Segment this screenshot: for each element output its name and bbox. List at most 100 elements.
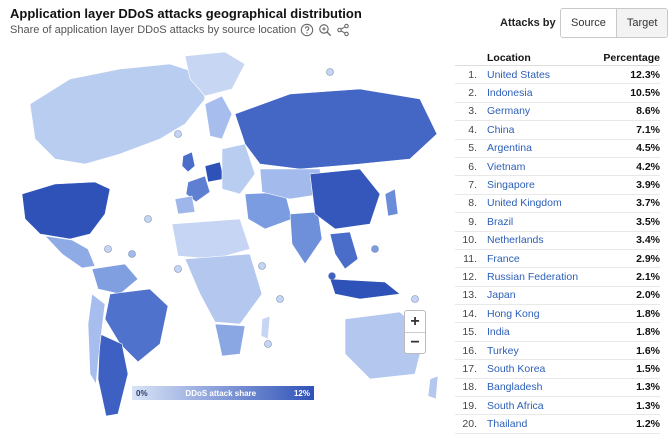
rank-cell: 3. — [468, 105, 477, 118]
territory-marker — [371, 245, 379, 253]
table-row[interactable]: 15. India 1.8% — [455, 323, 660, 342]
location-link[interactable]: India — [487, 326, 510, 339]
table-row[interactable]: 8. United Kingdom 3.7% — [455, 195, 660, 214]
table-row[interactable]: 12. Russian Federation 2.1% — [455, 268, 660, 287]
table-row[interactable]: 1. United States 12.3% — [455, 66, 660, 85]
rank-cell: 18. — [462, 381, 477, 394]
page-title: Application layer DDoS attacks geographi… — [10, 6, 362, 21]
table-row[interactable]: 3. Germany 8.6% — [455, 103, 660, 122]
location-link[interactable]: Brazil — [487, 215, 514, 228]
table-row[interactable]: 19. South Africa 1.3% — [455, 397, 660, 416]
table-body: 1. United States 12.3% 2. Indonesia 10.5% 3. Ge… — [455, 66, 660, 434]
table-row[interactable]: 14. Hong Kong 1.8% — [455, 305, 660, 324]
percentage-cell: 1.2% — [636, 418, 660, 431]
location-link[interactable]: South Africa — [487, 399, 544, 412]
location-link[interactable]: Argentina — [487, 142, 532, 155]
territory-marker — [128, 250, 136, 258]
location-link[interactable]: Thailand — [487, 418, 528, 431]
location-link[interactable]: Hong Kong — [487, 307, 540, 320]
table-row[interactable]: 5. Argentina 4.5% — [455, 140, 660, 158]
percentage-cell: 1.3% — [636, 399, 660, 412]
table-header: Location Percentage — [455, 50, 660, 66]
region-japan-korea — [384, 188, 399, 217]
table-row[interactable]: 6. Vietnam 4.2% — [455, 158, 660, 177]
territory-marker — [326, 68, 334, 76]
table-row[interactable]: 17. South Korea 1.5% — [455, 360, 660, 379]
legend-max-label: 12% — [293, 388, 310, 398]
location-link[interactable]: China — [487, 123, 515, 136]
zoom-out-button[interactable]: − — [405, 332, 425, 353]
table-row[interactable]: 11. France 2.9% — [455, 250, 660, 269]
zoom-in-button[interactable]: + — [410, 312, 420, 330]
rank-cell: 13. — [462, 289, 477, 302]
source-button[interactable]: Source — [561, 9, 616, 37]
color-legend: 0% DDoS attack share 12% — [132, 386, 314, 400]
source-target-toggle: Source Target — [560, 8, 668, 38]
percentage-cell: 8.6% — [636, 105, 660, 118]
location-link[interactable]: South Korea — [487, 362, 546, 375]
percentage-cell: 4.2% — [636, 160, 660, 173]
table-row[interactable]: 10. Netherlands 3.4% — [455, 232, 660, 250]
location-link[interactable]: Indonesia — [487, 87, 533, 100]
region-china — [309, 168, 381, 230]
table-row[interactable]: 2. Indonesia 10.5% — [455, 84, 660, 103]
location-link[interactable]: Vietnam — [487, 160, 526, 173]
location-link[interactable]: Germany — [487, 105, 531, 118]
location-link[interactable]: Singapore — [487, 179, 535, 192]
region-greenland — [184, 51, 246, 97]
location-link[interactable]: Russian Federation — [487, 270, 579, 283]
territory-marker — [328, 272, 336, 280]
table-row[interactable]: 9. Brazil 3.5% — [455, 213, 660, 232]
region-russia — [234, 88, 438, 170]
zoom-control: + − — [404, 310, 426, 354]
region-central-africa — [184, 253, 263, 325]
location-link[interactable]: United Kingdom — [487, 197, 562, 210]
percentage-cell: 12.3% — [630, 68, 660, 81]
region-uk — [181, 151, 196, 173]
region-germany-nl — [204, 161, 225, 183]
percentage-cell: 3.4% — [636, 234, 660, 247]
table-row[interactable]: 13. Japan 2.0% — [455, 287, 660, 306]
region-scandinavia — [204, 95, 233, 140]
percentage-cell: 3.9% — [636, 179, 660, 192]
target-button[interactable]: Target — [615, 9, 668, 37]
location-link[interactable]: United States — [487, 68, 551, 81]
help-circle-icon[interactable] — [300, 23, 314, 37]
location-link[interactable]: Bangladesh — [487, 381, 543, 394]
share-icon[interactable] — [336, 23, 350, 37]
magnifier-icon[interactable] — [318, 23, 332, 37]
table-row[interactable]: 4. China 7.1% — [455, 121, 660, 140]
table-row[interactable]: 20. Thailand 1.2% — [455, 415, 660, 434]
page-subtitle: Share of application layer DDoS attacks … — [10, 24, 297, 36]
world-map-svg — [21, 51, 439, 417]
percentage-cell: 1.8% — [636, 307, 660, 320]
table-row[interactable]: 16. Turkey 1.6% — [455, 342, 660, 361]
region-alaska-canada — [29, 63, 206, 165]
territory-marker — [174, 265, 182, 273]
world-map[interactable] — [0, 44, 445, 444]
percentage-cell: 1.6% — [636, 344, 660, 357]
rank-cell: 1. — [468, 68, 477, 81]
percentage-header: Percentage — [603, 51, 660, 64]
legend-title: DDoS attack share — [185, 388, 257, 398]
rank-cell: 20. — [462, 418, 477, 431]
territory-marker — [258, 262, 266, 270]
location-link[interactable]: Turkey — [487, 344, 519, 357]
table-row[interactable]: 18. Bangladesh 1.3% — [455, 379, 660, 398]
location-link[interactable]: Netherlands — [487, 234, 544, 247]
rank-cell: 8. — [468, 197, 477, 210]
subtitle-row: Share of application layer DDoS attacks … — [10, 23, 350, 37]
region-se-asia — [329, 231, 359, 270]
location-link[interactable]: France — [487, 252, 520, 265]
table-row[interactable]: 7. Singapore 3.9% — [455, 176, 660, 195]
region-chile-peru — [87, 293, 106, 385]
territory-marker — [104, 245, 112, 253]
rank-cell: 6. — [468, 160, 477, 173]
rank-cell: 9. — [468, 215, 477, 228]
location-table: Location Percentage 1. United States 12.3%… — [455, 50, 660, 434]
region-north-africa — [171, 218, 251, 260]
region-argentina — [97, 333, 129, 417]
rank-cell: 15. — [462, 326, 477, 339]
location-link[interactable]: Japan — [487, 289, 516, 302]
region-iberia — [174, 195, 196, 215]
